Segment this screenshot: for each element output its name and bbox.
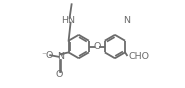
Text: O: O <box>93 42 100 51</box>
Text: HN: HN <box>62 16 75 25</box>
Text: +: + <box>59 52 64 57</box>
Text: N: N <box>57 52 64 61</box>
Text: CHO: CHO <box>128 52 149 61</box>
Text: ⁻O: ⁻O <box>41 51 53 60</box>
Text: O: O <box>56 70 63 79</box>
Text: N: N <box>123 16 130 25</box>
